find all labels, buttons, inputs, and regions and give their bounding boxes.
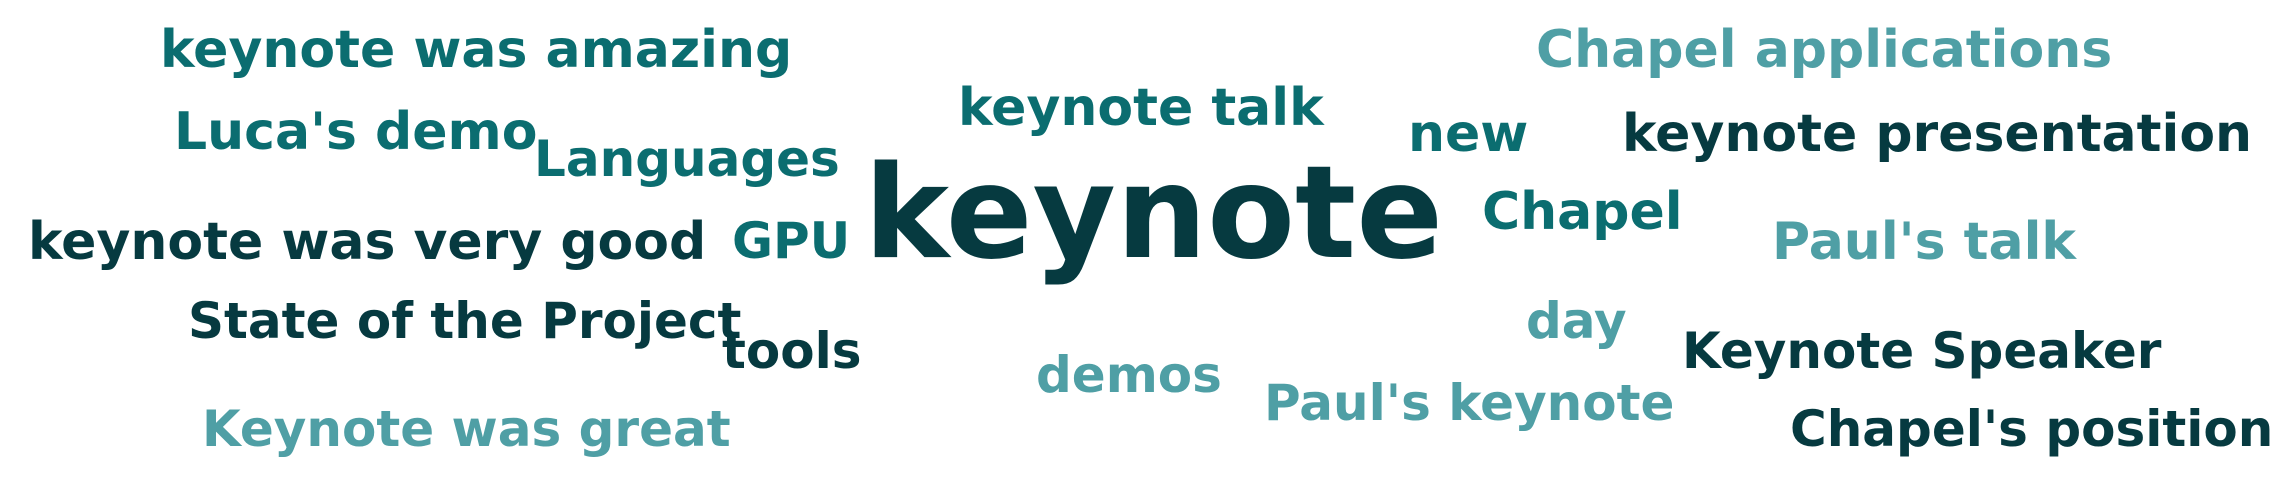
word-keynote-speaker: Keynote Speaker — [1682, 322, 2162, 380]
word-keynote-was-amazing: keynote was amazing — [160, 20, 793, 80]
word-keynote-talk: keynote talk — [958, 78, 1324, 138]
word-languages: Languages — [534, 130, 840, 188]
word-gpu: GPU — [732, 212, 851, 270]
word-chapel-applications: Chapel applications — [1536, 20, 2113, 80]
word-state-of-the-project: State of the Project — [188, 292, 742, 350]
word-keynote-was-great: Keynote was great — [202, 400, 731, 458]
word-tools: tools — [722, 322, 862, 380]
word-keynote-presentation: keynote presentation — [1622, 104, 2253, 164]
word-day: day — [1526, 292, 1627, 350]
word-keynote-was-very-good: keynote was very good — [28, 212, 707, 272]
word-chapels-position: Chapel's position — [1790, 400, 2274, 458]
word-new: new — [1408, 104, 1529, 164]
word-chapel: Chapel — [1482, 182, 1683, 242]
word-lucas-demo: Luca's demo — [174, 102, 538, 162]
word-pauls-talk: Paul's talk — [1772, 212, 2076, 272]
word-demos: demos — [1036, 346, 1222, 404]
word-keynote: keynote — [864, 139, 1443, 288]
word-pauls-keynote: Paul's keynote — [1264, 374, 1675, 432]
